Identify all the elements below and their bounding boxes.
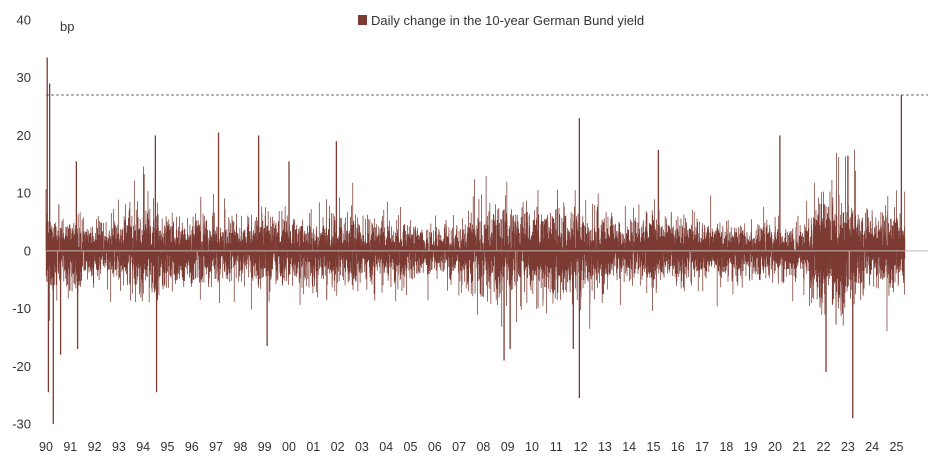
x-tick-label: 01 bbox=[306, 440, 320, 454]
y-tick-label: 10 bbox=[17, 186, 31, 201]
x-tick-label: 21 bbox=[792, 440, 806, 454]
x-tick-label: 24 bbox=[865, 440, 879, 454]
x-tick-label: 06 bbox=[428, 440, 442, 454]
x-tick-label: 18 bbox=[719, 440, 733, 454]
y-tick-label: 0 bbox=[24, 243, 31, 258]
x-tick-label: 23 bbox=[841, 440, 855, 454]
x-tick-label: 12 bbox=[574, 440, 588, 454]
legend-label: Daily change in the 10-year German Bund … bbox=[371, 13, 644, 28]
x-tick-label: 07 bbox=[452, 440, 466, 454]
y-tick-label: -20 bbox=[12, 359, 31, 374]
bars-layer bbox=[45, 57, 906, 424]
x-axis: 90 91 92 93 94 95 96 97 98 99 00 01 02 03 04 05 06 07 08 09… bbox=[39, 440, 903, 454]
x-tick-label: 11 bbox=[550, 440, 563, 454]
x-tick-label: 14 bbox=[622, 440, 636, 454]
x-tick-label: 04 bbox=[379, 440, 393, 454]
y-tick-label: 20 bbox=[17, 128, 31, 143]
x-tick-label: 10 bbox=[525, 440, 539, 454]
x-tick-label: 99 bbox=[258, 440, 272, 454]
x-tick-label: 19 bbox=[744, 440, 758, 454]
x-tick-label: 08 bbox=[476, 440, 490, 454]
x-tick-label: 15 bbox=[647, 440, 661, 454]
x-tick-label: 96 bbox=[185, 440, 199, 454]
x-tick-label: 25 bbox=[890, 440, 904, 454]
x-tick-label: 92 bbox=[88, 440, 102, 454]
y-tick-label: 30 bbox=[17, 70, 31, 85]
x-tick-label: 98 bbox=[233, 440, 247, 454]
x-tick-label: 95 bbox=[161, 440, 175, 454]
x-tick-label: 09 bbox=[501, 440, 515, 454]
x-tick-label: 90 bbox=[39, 440, 53, 454]
y-tick-label: -10 bbox=[12, 301, 31, 316]
legend-swatch bbox=[358, 15, 367, 25]
x-tick-label: 94 bbox=[136, 440, 150, 454]
x-tick-label: 97 bbox=[209, 440, 223, 454]
y-tick-label: 40 bbox=[17, 13, 31, 28]
x-tick-label: 02 bbox=[331, 440, 345, 454]
x-tick-label: 16 bbox=[671, 440, 685, 454]
x-tick-label: 91 bbox=[63, 440, 77, 454]
x-tick-label: 00 bbox=[282, 440, 296, 454]
x-tick-label: 20 bbox=[768, 440, 782, 454]
x-tick-label: 22 bbox=[817, 440, 831, 454]
x-tick-label: 93 bbox=[112, 440, 126, 454]
x-tick-label: 05 bbox=[404, 440, 418, 454]
x-tick-label: 03 bbox=[355, 440, 369, 454]
y-tick-label: -30 bbox=[12, 417, 31, 432]
legend: Daily change in the 10-year German Bund … bbox=[358, 13, 644, 28]
x-tick-label: 13 bbox=[598, 440, 612, 454]
y-unit-label: bp bbox=[60, 19, 74, 34]
x-tick-label: 17 bbox=[695, 440, 709, 454]
y-axis: 40 30 20 10 0 -10 -20 -30 bbox=[12, 13, 31, 432]
